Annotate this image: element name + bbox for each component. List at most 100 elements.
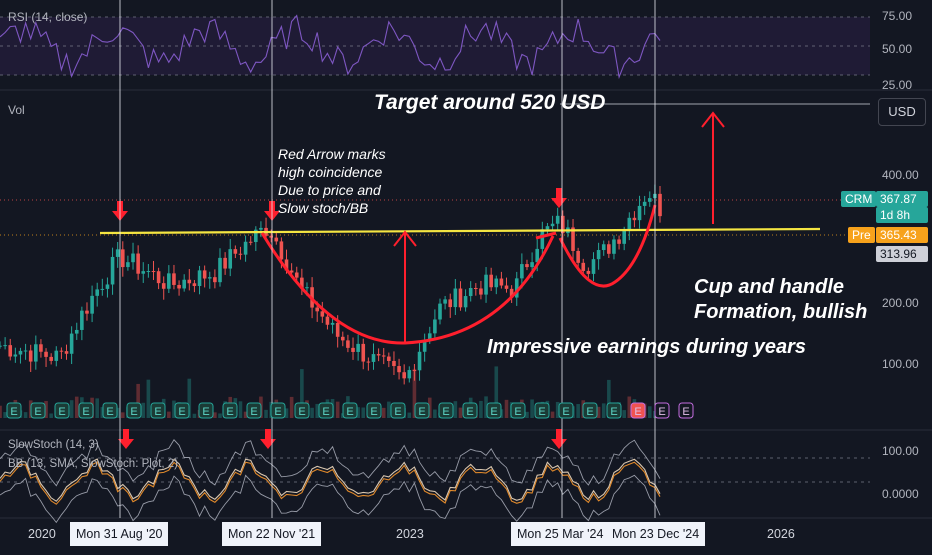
- year-2023: 2023: [396, 527, 424, 541]
- volume-bar: [622, 410, 626, 418]
- candle: [484, 274, 488, 295]
- candle: [305, 287, 309, 289]
- handle-curve: [558, 204, 657, 288]
- volume-bar: [44, 400, 48, 418]
- signal-arrow-3-head: [551, 198, 567, 208]
- candle: [300, 277, 304, 289]
- volume-bar: [387, 401, 391, 418]
- earnings-marker: [678, 402, 694, 419]
- price-tick-200: 200.00: [882, 296, 919, 310]
- currency-button[interactable]: USD: [878, 98, 926, 126]
- stoch-arrow-2-head: [260, 439, 276, 449]
- earnings-marker: [54, 402, 70, 419]
- candle: [151, 271, 156, 273]
- earnings-marker-label: E: [250, 406, 257, 418]
- earnings-marker-label: E: [130, 406, 137, 418]
- candle: [586, 270, 591, 274]
- bb-label: BB (13, SMA, SlowStoch: Plot, 2): [8, 458, 179, 470]
- candle: [330, 322, 335, 325]
- candle: [197, 270, 202, 287]
- candle: [448, 299, 453, 308]
- volume-bar: [284, 408, 289, 418]
- earnings-marker: [558, 402, 574, 419]
- candle: [80, 310, 84, 330]
- stoch-tick-100: 100.00: [882, 444, 919, 458]
- candle: [269, 235, 273, 238]
- earnings-marker: [78, 402, 94, 419]
- candle: [530, 262, 534, 268]
- earnings-marker-label: E: [370, 406, 377, 418]
- volume-bar: [300, 369, 304, 418]
- candle: [223, 257, 227, 269]
- volume-bar: [100, 407, 105, 418]
- candle: [612, 239, 616, 254]
- earnings-marker: [462, 402, 478, 419]
- volume-bar: [0, 405, 2, 418]
- candle: [647, 198, 652, 202]
- volume-bar: [555, 401, 560, 418]
- earnings-marker-label: E: [610, 406, 617, 418]
- earnings-marker-label: E: [394, 406, 401, 418]
- volume-bar: [356, 407, 360, 418]
- earnings-marker: [342, 402, 358, 419]
- red-arrow-note-2: high coincidence: [278, 164, 383, 180]
- volume-bar: [381, 407, 386, 418]
- candle: [474, 287, 478, 289]
- year-2026: 2026: [767, 527, 795, 541]
- volume-bar: [310, 407, 314, 418]
- volume-bar: [530, 399, 534, 418]
- symbol-tag: CRM: [841, 191, 877, 207]
- earnings-marker: [438, 402, 454, 419]
- candle: [315, 307, 320, 312]
- candle: [504, 285, 509, 289]
- candle: [443, 299, 447, 304]
- candle: [228, 249, 233, 269]
- candle: [34, 344, 38, 362]
- earnings-marker-label: E: [682, 406, 689, 418]
- crosshair-date-1: Mon 31 Aug '20: [70, 522, 169, 546]
- candle: [433, 319, 437, 334]
- countdown-tag: 1d 8h: [876, 207, 928, 223]
- candle: [397, 366, 401, 373]
- stoch-label: SlowStoch (14, 3): [8, 439, 99, 451]
- candle: [392, 360, 396, 367]
- candle: [54, 350, 59, 361]
- candle: [366, 361, 371, 363]
- rsi-tick-75: 75.00: [882, 9, 913, 23]
- candle: [637, 205, 642, 221]
- candle: [407, 370, 412, 379]
- candle: [238, 253, 243, 255]
- candle: [514, 278, 519, 298]
- red-arrow-note-1: Red Arrow marks: [278, 146, 386, 162]
- candle: [453, 288, 458, 308]
- candle: [463, 296, 468, 308]
- volume-bar: [74, 396, 79, 418]
- bb-upper: [0, 439, 661, 487]
- candle: [340, 336, 345, 341]
- volume-bar: [264, 409, 268, 418]
- earnings-marker-label: E: [442, 406, 449, 418]
- candle: [0, 345, 2, 347]
- volume-bar: [136, 383, 140, 418]
- candle: [294, 272, 299, 278]
- volume-bar: [335, 401, 340, 418]
- volume-bar: [3, 412, 7, 418]
- rsi-line: [0, 14, 661, 80]
- candle: [8, 345, 13, 357]
- volume-bar: [115, 407, 120, 418]
- volume-bar: [315, 403, 320, 418]
- candle: [161, 283, 166, 289]
- earnings-marker: [30, 402, 46, 419]
- candle: [126, 262, 130, 268]
- candle: [213, 277, 217, 283]
- candle: [509, 288, 514, 298]
- candle: [325, 316, 330, 325]
- candle: [489, 274, 493, 288]
- stoch-d-line: [0, 461, 661, 505]
- candle: [376, 354, 381, 356]
- crosshair-date-3: Mon 25 Mar '24: [511, 522, 610, 546]
- resistance-line: [99, 227, 821, 235]
- target-arrow-head: [701, 111, 725, 128]
